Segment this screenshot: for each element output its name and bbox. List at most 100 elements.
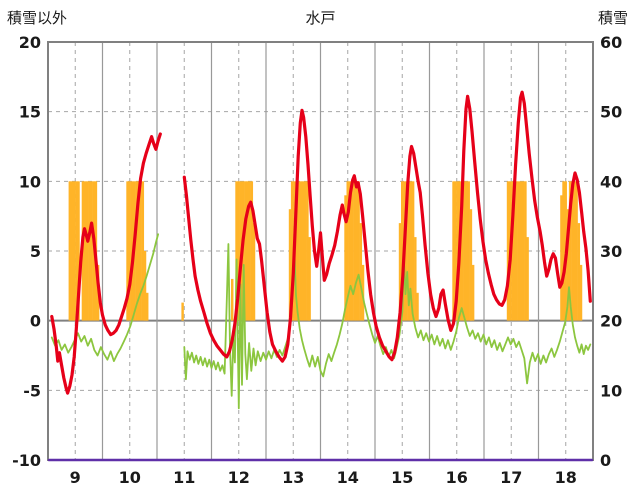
sunshine-bar bbox=[471, 264, 475, 321]
sunshine-bar bbox=[86, 181, 89, 321]
sunshine-bar bbox=[560, 195, 563, 321]
sunshine-bar bbox=[146, 292, 149, 321]
sunshine-bar bbox=[297, 181, 300, 321]
sunshine-bar bbox=[573, 181, 576, 321]
sunshine-bar bbox=[83, 181, 87, 321]
sunshine-bar bbox=[248, 181, 251, 321]
right-tick-label: 60 bbox=[600, 33, 622, 52]
sunshine-bar bbox=[401, 181, 404, 321]
red-series-line bbox=[50, 132, 162, 395]
right-tick-label: 50 bbox=[600, 103, 622, 122]
right-axis-title: 積雪 bbox=[597, 9, 628, 27]
sunshine-bar bbox=[571, 181, 574, 321]
sunshine-bar bbox=[306, 181, 309, 321]
left-tick-label: 0 bbox=[30, 312, 41, 331]
sunshine-bar bbox=[355, 181, 358, 321]
sunshine-bar bbox=[288, 209, 292, 321]
sunshine-bar bbox=[513, 181, 516, 321]
sunshine-bar bbox=[515, 181, 518, 321]
sunshine-bar bbox=[75, 181, 78, 321]
sunshine-bar bbox=[353, 181, 356, 321]
sunshine-bar bbox=[346, 181, 349, 321]
sunshine-bar bbox=[577, 223, 581, 321]
x-tick-label: 18 bbox=[555, 468, 577, 487]
chart-title: 水戸 bbox=[305, 9, 336, 27]
sunshine-bar bbox=[135, 181, 138, 321]
left-tick-label: -5 bbox=[23, 381, 41, 400]
sunshine-bar bbox=[562, 181, 565, 321]
sunshine-bar bbox=[301, 181, 305, 321]
sunshine-bar bbox=[524, 181, 527, 321]
right-tick-label: 30 bbox=[600, 242, 622, 261]
sunshine-bar bbox=[511, 181, 514, 321]
left-axis-title: 積雪以外 bbox=[7, 9, 68, 27]
sunshine-bar bbox=[517, 181, 521, 321]
sunshine-bar bbox=[456, 181, 460, 321]
sunshine-bar bbox=[416, 292, 419, 321]
sunshine-bar bbox=[246, 181, 249, 321]
sunshine-bar bbox=[70, 181, 74, 321]
red-series-line bbox=[182, 90, 592, 363]
sunshine-bar bbox=[357, 181, 360, 321]
sunshine-bar bbox=[250, 181, 254, 321]
sunshine-bar bbox=[348, 181, 352, 321]
sunshine-bar bbox=[405, 181, 408, 321]
sunshine-bar bbox=[522, 181, 525, 321]
sunshine-bar bbox=[141, 181, 145, 321]
sunshine-bar bbox=[130, 181, 134, 321]
x-tick-label: 10 bbox=[119, 468, 141, 487]
sunshine-bar bbox=[469, 209, 473, 321]
sunshine-bar bbox=[519, 181, 523, 321]
sunshine-bar bbox=[244, 181, 247, 321]
sunshine-bar bbox=[126, 181, 129, 321]
sunshine-bar bbox=[237, 181, 240, 321]
sunshine-bar bbox=[414, 237, 417, 321]
sunshine-bar bbox=[77, 181, 80, 321]
sunshine-bar bbox=[139, 181, 142, 321]
right-tick-label: 40 bbox=[600, 172, 622, 191]
x-tick-label: 13 bbox=[282, 468, 304, 487]
sunshine-bar bbox=[454, 181, 457, 321]
sunshine-bar bbox=[252, 223, 256, 321]
sunshine-bar bbox=[579, 264, 583, 321]
x-tick-label: 17 bbox=[500, 468, 522, 487]
sunshine-bar bbox=[88, 181, 91, 321]
left-tick-label: 10 bbox=[19, 172, 41, 191]
sunshine-bar bbox=[467, 181, 470, 321]
sunshine-bar bbox=[452, 181, 455, 321]
sunshine-bar bbox=[295, 181, 298, 321]
sunshine-bar bbox=[137, 181, 140, 321]
sunshine-bar bbox=[90, 181, 93, 321]
sunshine-bar bbox=[526, 237, 529, 321]
sunshine-bar bbox=[409, 181, 413, 321]
sunshine-bar bbox=[407, 181, 411, 321]
left-tick-label: 20 bbox=[19, 33, 41, 52]
sunshine-bar bbox=[463, 181, 466, 321]
left-tick-label: 15 bbox=[19, 103, 41, 122]
sunshine-bar bbox=[68, 181, 72, 321]
sunshine-bar bbox=[344, 195, 347, 321]
left-tick-label: 5 bbox=[30, 242, 41, 261]
sunshine-bar bbox=[461, 181, 464, 321]
sunshine-bar bbox=[308, 237, 311, 321]
sunshine-bar bbox=[290, 181, 294, 321]
sunshine-bar bbox=[299, 181, 303, 321]
sunshine-bar bbox=[304, 181, 307, 321]
x-tick-label: 14 bbox=[337, 468, 359, 487]
sunshine-bar bbox=[231, 278, 234, 321]
green-series-line bbox=[50, 233, 160, 363]
right-tick-label: 0 bbox=[600, 451, 611, 470]
right-tick-label: 20 bbox=[600, 312, 622, 331]
sunshine-bar bbox=[72, 181, 76, 321]
sunshine-bar bbox=[398, 223, 402, 321]
x-tick-label: 11 bbox=[173, 468, 195, 487]
sunshine-bar bbox=[128, 181, 131, 321]
sunshine-bar bbox=[465, 181, 468, 321]
right-tick-label: 10 bbox=[600, 381, 622, 400]
sunshine-bar bbox=[566, 209, 570, 321]
x-tick-label: 16 bbox=[446, 468, 468, 487]
sunshine-bar bbox=[350, 181, 354, 321]
sunshine-bar bbox=[506, 181, 510, 321]
